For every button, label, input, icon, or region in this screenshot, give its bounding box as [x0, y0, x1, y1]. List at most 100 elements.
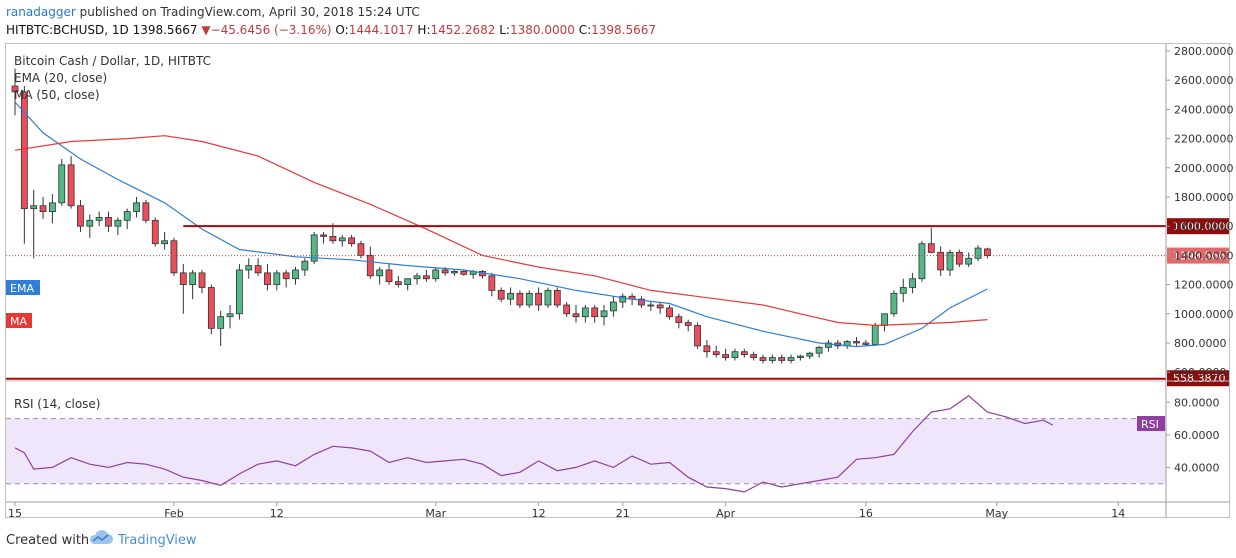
time-tick-label: Apr: [716, 507, 736, 520]
time-tick-label: 21: [616, 507, 630, 520]
last-price-label-bg: [1167, 247, 1229, 264]
candle-down: [694, 325, 701, 347]
author-link[interactable]: ranadagger: [6, 5, 76, 19]
ma-line: [14, 135, 988, 327]
levels: 1600.0000 1398.5667 558.3870: [6, 218, 1233, 387]
candle-down: [39, 205, 47, 212]
candle-up: [432, 269, 440, 280]
candle-up: [310, 234, 318, 262]
candle-up: [376, 269, 384, 277]
rsi-band: [6, 418, 1166, 485]
candle-down: [572, 313, 580, 318]
candle-up: [881, 313, 888, 326]
candle-down: [488, 275, 496, 291]
candle-up: [217, 316, 225, 329]
open-label: O:: [335, 23, 349, 37]
rsi-line: [14, 395, 1054, 493]
last-price: 1398.5667: [132, 23, 198, 37]
candle-down: [422, 275, 430, 280]
candle-up: [30, 205, 38, 210]
time-tick-label: Mar: [425, 507, 446, 520]
candle-down: [67, 164, 75, 207]
candle-up: [226, 313, 234, 318]
candle-down: [77, 205, 84, 227]
high-value: 1452.2682: [430, 23, 496, 37]
candle-up: [338, 237, 346, 242]
candle-down: [11, 85, 19, 93]
candle-up: [161, 240, 169, 245]
candle-up: [581, 307, 589, 318]
price-tick-label: 600.0000: [1174, 366, 1227, 379]
indicator-lines: [14, 101, 1054, 493]
ma-tag: MA: [6, 313, 32, 328]
candle-up: [189, 272, 197, 285]
candle-up: [965, 257, 973, 265]
time-tick-label: 12: [532, 507, 546, 520]
candle-down: [394, 281, 402, 285]
candle-down: [656, 304, 664, 309]
candle-down: [740, 351, 748, 356]
candle-down: [853, 341, 860, 344]
candle-up: [871, 325, 879, 345]
price-tick-label: 800.0000: [1174, 337, 1227, 350]
candle-up: [507, 292, 514, 300]
price-tick-label: 2800.0000: [1174, 45, 1234, 58]
candle-down: [778, 357, 786, 361]
price-tick-label: 2200.0000: [1174, 133, 1234, 146]
chart-frame: [5, 43, 1230, 518]
candle-down: [151, 219, 159, 245]
candle-down: [105, 217, 112, 227]
candle-down: [441, 269, 449, 274]
footer: Created with TradingView: [0, 520, 1236, 558]
rsi-band-fill: [6, 418, 1166, 484]
candle-down: [675, 316, 683, 323]
candle-up: [245, 265, 253, 271]
candle-up: [301, 260, 309, 271]
candle-down: [712, 351, 720, 356]
candle-up: [413, 275, 421, 280]
rsi-tick-label: 60.0000: [1174, 429, 1220, 442]
price-tick-label: 2000.0000: [1174, 162, 1234, 175]
rsi-tag-label: RSI: [1141, 418, 1159, 431]
chart-header: ranadagger published on TradingView.com,…: [0, 0, 1236, 42]
close-label: C:: [578, 23, 592, 37]
candle-down: [142, 202, 150, 221]
candle-up: [600, 310, 608, 318]
price-tick-label: 1000.0000: [1174, 308, 1234, 321]
ema-tag: EMA: [6, 280, 40, 295]
candle-up: [797, 355, 804, 358]
price-tick-label: 1800.0000: [1174, 191, 1234, 204]
legend-rsi: RSI (14, close): [14, 397, 100, 411]
candle-down: [862, 342, 870, 345]
candle-up: [825, 342, 832, 348]
ema-line: [14, 101, 988, 348]
candle-up: [619, 295, 627, 303]
candle-down: [535, 292, 542, 306]
candle-up: [58, 164, 66, 204]
tradingview-brand[interactable]: TradingView: [118, 533, 197, 548]
rsi-tag: RSI: [1137, 416, 1165, 431]
candle-down: [722, 354, 729, 358]
published-text: published on TradingView.com, April 30, …: [79, 5, 420, 19]
time-tick-label: 15: [8, 507, 22, 520]
candle-up: [451, 271, 458, 274]
time-tick-label: 12: [270, 507, 284, 520]
last-price-label: 1398.5667: [1173, 250, 1233, 263]
candle-down: [254, 265, 262, 274]
price-tick-label: 2600.0000: [1174, 74, 1234, 87]
low-value: 1380.0000: [509, 23, 575, 37]
candle-up: [544, 290, 552, 306]
candle-up: [909, 278, 916, 288]
candle-down: [385, 269, 393, 283]
candle-up: [946, 252, 954, 271]
candle-down: [750, 354, 758, 358]
high-label: H:: [417, 23, 431, 37]
axes: 2800.0000 2600.0000 2400.0000 2200.0000 2000…: [6, 44, 1234, 520]
tradingview-cloud-icon: [89, 530, 113, 544]
publish-line: ranadagger published on TradingView.com,…: [6, 5, 420, 19]
candle-down: [591, 307, 599, 318]
candle-down: [20, 91, 28, 210]
candle-down: [984, 248, 991, 256]
candle-down: [348, 237, 356, 245]
